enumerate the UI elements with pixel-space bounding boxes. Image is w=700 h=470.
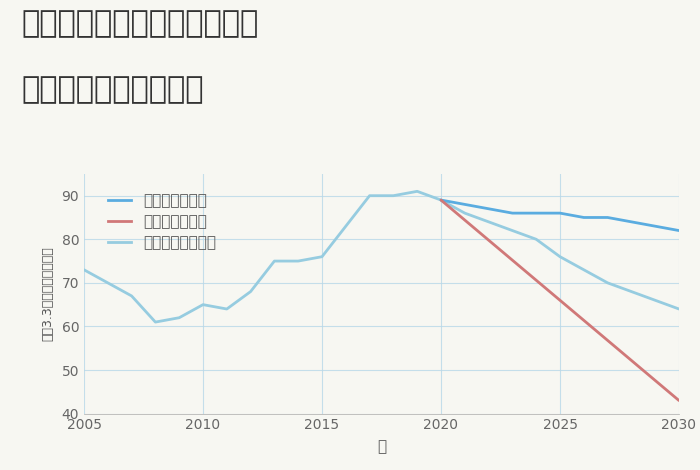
Legend: グッドシナリオ, バッドシナリオ, ノーマルシナリオ: グッドシナリオ, バッドシナリオ, ノーマルシナリオ [104, 189, 220, 255]
Text: 中古戸建ての価格推移: 中古戸建ての価格推移 [21, 75, 204, 104]
Text: 大阪府大阪市西成区花園北の: 大阪府大阪市西成区花園北の [21, 9, 258, 39]
X-axis label: 年: 年 [377, 439, 386, 454]
Y-axis label: 坪（3.3㎡）単価（万円）: 坪（3.3㎡）単価（万円） [41, 246, 55, 341]
